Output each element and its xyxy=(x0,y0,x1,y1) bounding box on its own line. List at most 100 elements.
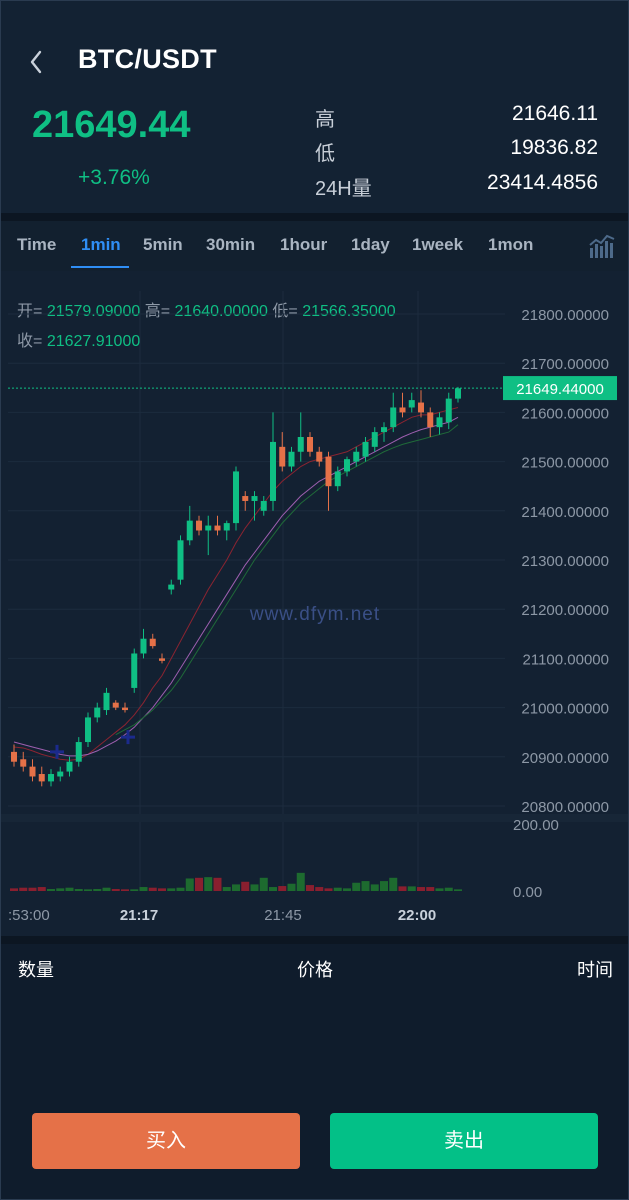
kline-chart[interactable]: 开= 21579.09000 高= 21640.00000 低= 21566.3… xyxy=(0,271,629,936)
tab-1week[interactable]: 1week xyxy=(412,235,464,254)
volume-bar xyxy=(121,889,129,891)
candle-body xyxy=(75,742,82,762)
volume-bar xyxy=(444,887,453,891)
candle-body xyxy=(57,771,64,777)
volume-bar xyxy=(380,881,388,891)
candlestick-svg[interactable]: 21800.00000 21700.00000 21600.00000 21500.0… xyxy=(0,271,629,936)
tab-1day[interactable]: 1day xyxy=(351,235,390,254)
volume-bar xyxy=(158,888,166,891)
candle-body xyxy=(122,707,128,711)
volume-bar xyxy=(19,887,28,891)
candle-body xyxy=(20,759,27,767)
moving-average-line xyxy=(13,416,459,757)
volume-bar xyxy=(315,887,324,891)
interval-tabs: Time 1min 5min 30min 1hour 1day 1week 1m… xyxy=(0,221,629,271)
volume-bar xyxy=(269,887,277,891)
volume-bar xyxy=(204,877,213,891)
volume-bar xyxy=(167,888,176,891)
volume-bar xyxy=(139,887,148,891)
volume-bar xyxy=(241,881,250,891)
col-time: 时间 xyxy=(577,960,613,980)
candle-body xyxy=(408,400,415,408)
open-value: 21579.09000 xyxy=(46,303,141,320)
high-label-chart: 高= xyxy=(144,303,171,320)
volume-bar xyxy=(389,877,398,891)
candle-body xyxy=(371,432,378,447)
low-value: 19836.82 xyxy=(510,136,598,159)
y-axis-tick-label: 20900.00000 xyxy=(521,750,609,767)
y-axis-tick-label: 21300.00000 xyxy=(521,553,609,570)
divider xyxy=(0,936,629,944)
active-tab-indicator xyxy=(71,266,129,268)
y-axis-tick-label: 21700.00000 xyxy=(521,356,609,373)
volume-bar xyxy=(454,889,462,891)
candle-body xyxy=(390,407,397,428)
candle-body xyxy=(381,427,387,433)
back-arrow-icon[interactable] xyxy=(26,48,46,76)
y-axis-tick-label: 20800.00000 xyxy=(521,799,609,816)
volume-bar xyxy=(259,877,268,891)
volume-bar xyxy=(56,888,65,891)
candle-body xyxy=(131,653,138,688)
candle-body xyxy=(94,707,101,718)
volume-24h-label: 24H量 xyxy=(315,178,372,200)
candle-body xyxy=(362,441,369,457)
volume-bar xyxy=(287,883,296,891)
tab-1min[interactable]: 1min xyxy=(81,235,121,254)
candle-body xyxy=(427,412,434,428)
buy-button[interactable]: 买入 xyxy=(32,1113,300,1169)
x-axis-tick-label: :53:00 xyxy=(8,907,50,924)
candle-body xyxy=(168,584,175,590)
candle-body xyxy=(112,702,119,708)
candle-body xyxy=(103,692,110,711)
y-axis-tick-label: 21000.00000 xyxy=(521,701,609,718)
tab-30min[interactable]: 30min xyxy=(206,235,256,254)
volume-bar xyxy=(28,887,37,891)
ohlc-row-2: 收= 21627.91000 xyxy=(17,327,140,351)
high-label: 高 xyxy=(315,109,335,131)
candle-body xyxy=(325,456,332,487)
candle-body xyxy=(307,437,313,452)
candle-body xyxy=(260,500,267,511)
candle-body xyxy=(233,471,239,524)
y-axis-tick-label: 21200.00000 xyxy=(521,602,609,619)
candle-body xyxy=(242,496,249,501)
pair-title: BTC/USDT xyxy=(78,44,217,74)
tab-time[interactable]: Time xyxy=(17,235,57,254)
candle-body xyxy=(11,751,17,762)
volume-bar xyxy=(176,887,185,891)
candle-body xyxy=(196,520,202,531)
volume-bar xyxy=(148,887,157,891)
volume-bar xyxy=(417,887,425,891)
candle-body xyxy=(159,658,165,661)
volume-bar xyxy=(195,877,203,891)
high-value-chart: 21640.00000 xyxy=(174,303,268,320)
candle-body xyxy=(140,638,147,654)
y-axis-tick-label: 21600.00000 xyxy=(521,405,609,422)
volume-bar xyxy=(278,886,287,891)
candle-body xyxy=(270,441,276,501)
indicator-settings-icon[interactable] xyxy=(588,232,616,260)
volume-bar xyxy=(102,887,111,891)
volume-bar xyxy=(47,889,55,891)
candle-body xyxy=(66,761,73,772)
volume-bar xyxy=(222,887,231,891)
tab-1hour[interactable]: 1hour xyxy=(280,235,328,254)
volume-pane-divider xyxy=(0,814,629,822)
volume-bar xyxy=(111,889,120,891)
volume-bar xyxy=(398,886,407,891)
divider xyxy=(0,213,629,221)
candle-body xyxy=(455,388,461,399)
trade-list-header: 数量 价格 时间 xyxy=(0,944,629,994)
volume-bar xyxy=(306,885,314,891)
close-label: 收= xyxy=(17,333,43,350)
volume-bar xyxy=(10,888,18,891)
candle-body xyxy=(436,417,443,428)
ticker-header: BTC/USDT 21649.44 +3.76% 高 21646.11 低 19… xyxy=(0,0,629,213)
candle-body xyxy=(48,774,54,782)
tab-5min[interactable]: 5min xyxy=(143,235,183,254)
sell-button[interactable]: 卖出 xyxy=(330,1113,598,1169)
volume-bar xyxy=(93,889,102,891)
tab-1mon[interactable]: 1mon xyxy=(488,235,534,254)
current-price-tag-label: 21649.44000 xyxy=(516,381,604,398)
